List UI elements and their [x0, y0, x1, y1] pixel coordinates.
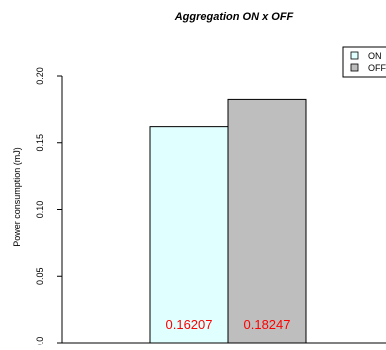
- y-tick-label: 0.05: [35, 267, 45, 285]
- legend-swatch-off: [350, 63, 359, 72]
- chart-title: Aggregation ON x OFF: [174, 11, 294, 23]
- legend-box: [342, 46, 386, 78]
- bar-on: [149, 126, 229, 344]
- y-tick-label: 0.15: [35, 134, 45, 152]
- y-axis: 0.0 0.05 0.10 0.15 0.20: [35, 67, 63, 349]
- legend-label-on: ON: [368, 51, 382, 61]
- bar-value-label-off: 0.18247: [244, 317, 291, 332]
- bars-group: [149, 98, 307, 344]
- y-tick-label: 0.10: [35, 201, 45, 219]
- y-tick-label: 0.0: [35, 337, 45, 345]
- data-labels-group: 0.16207 0.18247: [166, 317, 291, 332]
- bar-value-label-on: 0.16207: [166, 317, 213, 332]
- legend-swatch-on: [350, 51, 359, 60]
- legend: ON OFF: [342, 46, 386, 78]
- y-axis-label: Power consumption (mJ): [12, 147, 22, 247]
- legend-label-off: OFF: [368, 63, 386, 73]
- y-tick-label: 0.20: [35, 67, 45, 85]
- bar-off: [227, 98, 307, 344]
